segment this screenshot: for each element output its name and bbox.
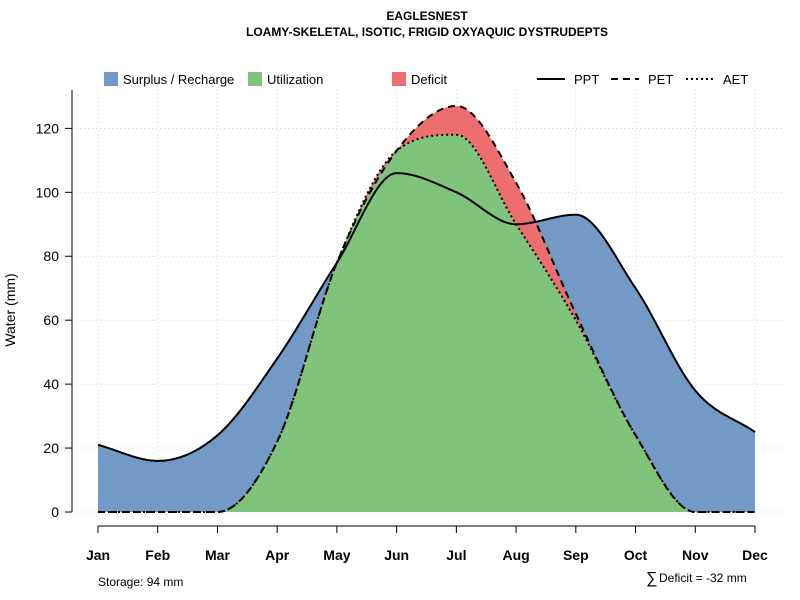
legend-swatch-deficit: [392, 72, 406, 86]
x-tick-label-may: May: [323, 547, 350, 563]
x-tick-label-sep: Sep: [563, 547, 589, 563]
x-tick-label-nov: Nov: [682, 547, 709, 563]
x-tick-label-jun: Jun: [384, 547, 409, 563]
y-tick-label-2: 40: [43, 376, 59, 392]
area-fills: [98, 105, 755, 512]
x-tick-label-jan: Jan: [86, 547, 110, 563]
y-tick-label-0: 0: [51, 504, 59, 520]
deficit-note: Deficit = -32 mm: [659, 571, 747, 585]
series-lines: [97, 104, 756, 513]
x-tick-label-mar: Mar: [205, 547, 230, 563]
sum-symbol: ∑: [646, 570, 657, 587]
chart-title: EAGLESNEST: [386, 9, 468, 23]
legend-label-aet: AET: [723, 72, 748, 87]
legend-swatch-surplus: [104, 72, 118, 86]
x-tick-label-feb: Feb: [145, 547, 170, 563]
legend-label-surplus: Surplus / Recharge: [123, 72, 234, 87]
series-line-ppt: [97, 172, 756, 462]
legend-label-ppt: PPT: [574, 72, 599, 87]
utilization-area: [98, 134, 755, 512]
series-line-pet: [98, 104, 755, 513]
x-tick-label-oct: Oct: [624, 547, 648, 563]
legend-label-pet: PET: [648, 72, 673, 87]
legend-swatch-utilization: [248, 72, 262, 86]
y-axis-label: Water (mm): [2, 273, 18, 346]
y-tick-label-4: 80: [43, 248, 59, 264]
y-tick-label-6: 120: [36, 120, 60, 136]
x-tick-label-apr: Apr: [265, 547, 290, 563]
y-tick-label-3: 60: [43, 312, 59, 328]
x-tick-label-dec: Dec: [742, 547, 768, 563]
chart-subtitle: LOAMY-SKELETAL, ISOTIC, FRIGID OXYAQUIC …: [246, 25, 608, 39]
axes: 0 20 40 60 80 100 120 Jan Feb Mar Apr May Jun Jul Aug S…: [36, 90, 768, 563]
x-tick-label-aug: Aug: [502, 547, 529, 563]
y-tick-label-5: 100: [36, 184, 60, 200]
x-tick-label-jul: Jul: [446, 547, 466, 563]
y-tick-label-1: 20: [43, 440, 59, 456]
legend: Surplus / Recharge Utilization Deficit P…: [104, 72, 748, 87]
legend-label-deficit: Deficit: [411, 72, 448, 87]
series-line-aet: [98, 133, 755, 513]
legend-label-utilization: Utilization: [267, 72, 323, 87]
storage-note: Storage: 94 mm: [98, 575, 183, 589]
